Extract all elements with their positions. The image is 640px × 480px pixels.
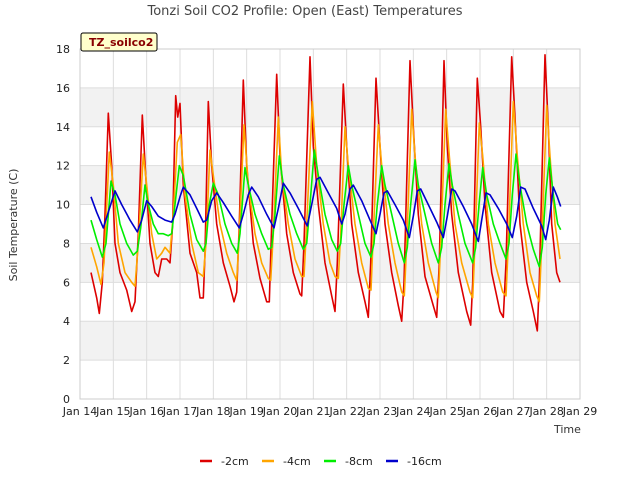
x-tick-label: Jan 22 [328, 405, 363, 418]
x-tick-label: Jan 18 [195, 405, 230, 418]
y-axis-label: Soil Temperature (C) [7, 169, 20, 282]
chart-title: Tonzi Soil CO2 Profile: Open (East) Temp… [146, 4, 462, 19]
x-tick-label: Jan 20 [262, 405, 297, 418]
grid-band [80, 126, 580, 166]
y-tick-label: 18 [56, 43, 70, 56]
grid-lines [79, 48, 581, 400]
y-axis: 0 2 4 6 8 10 12 14 16 18 [56, 43, 70, 406]
y-tick-label: 10 [56, 199, 70, 212]
x-tick-label: Jan 23 [362, 405, 397, 418]
y-tick-label: 0 [63, 393, 70, 406]
badge-box [80, 32, 158, 52]
grid-band [80, 360, 580, 399]
badge: TZ_soilco2 [80, 32, 158, 52]
x-tick-label: Jan 29 [562, 405, 597, 418]
grid-band [80, 165, 580, 205]
x-tick-label: Jan 27 [495, 405, 530, 418]
plot-area [79, 48, 581, 400]
x-tick-label: Jan 28 [528, 405, 563, 418]
legend-label: -8cm [345, 455, 373, 468]
y-tick-label: 4 [63, 315, 70, 328]
x-tick-label: Jan 19 [228, 405, 263, 418]
series-layer [90, 53, 562, 332]
legend: -2cm -4cm -8cm -16cm [200, 455, 442, 468]
y-tick-label: 16 [56, 82, 70, 95]
series-line-minus-8cm [90, 149, 562, 268]
x-tick-label: Jan 15 [95, 405, 130, 418]
y-tick-label: 8 [63, 237, 70, 250]
x-tick-label: Jan 25 [428, 405, 463, 418]
grid-band [80, 49, 580, 88]
x-tick-label: Jan 26 [462, 405, 497, 418]
grid-band [80, 87, 580, 127]
x-axis-label: Time [553, 423, 581, 436]
grid-band [80, 321, 580, 361]
x-tick-label: Jan 17 [162, 405, 197, 418]
badge-label: TZ_soilco2 [89, 36, 153, 49]
legend-label: -4cm [283, 455, 311, 468]
legend-label: -2cm [221, 455, 249, 468]
y-tick-label: 14 [56, 121, 70, 134]
x-tick-label: Jan 21 [295, 405, 330, 418]
grid-band [80, 204, 580, 244]
series-line-minus-2cm [90, 53, 561, 332]
series-line-minus-16cm [90, 176, 562, 243]
legend-label: -16cm [407, 455, 442, 468]
x-tick-label: Jan 16 [128, 405, 163, 418]
x-tick-label: Jan 14 [62, 405, 97, 418]
y-tick-label: 2 [63, 354, 70, 367]
plot-background [80, 49, 580, 399]
y-tick-label: 6 [63, 276, 70, 289]
x-tick-label: Jan 24 [395, 405, 430, 418]
y-tick-label: 12 [56, 160, 70, 173]
series-line-minus-4cm [90, 100, 561, 303]
